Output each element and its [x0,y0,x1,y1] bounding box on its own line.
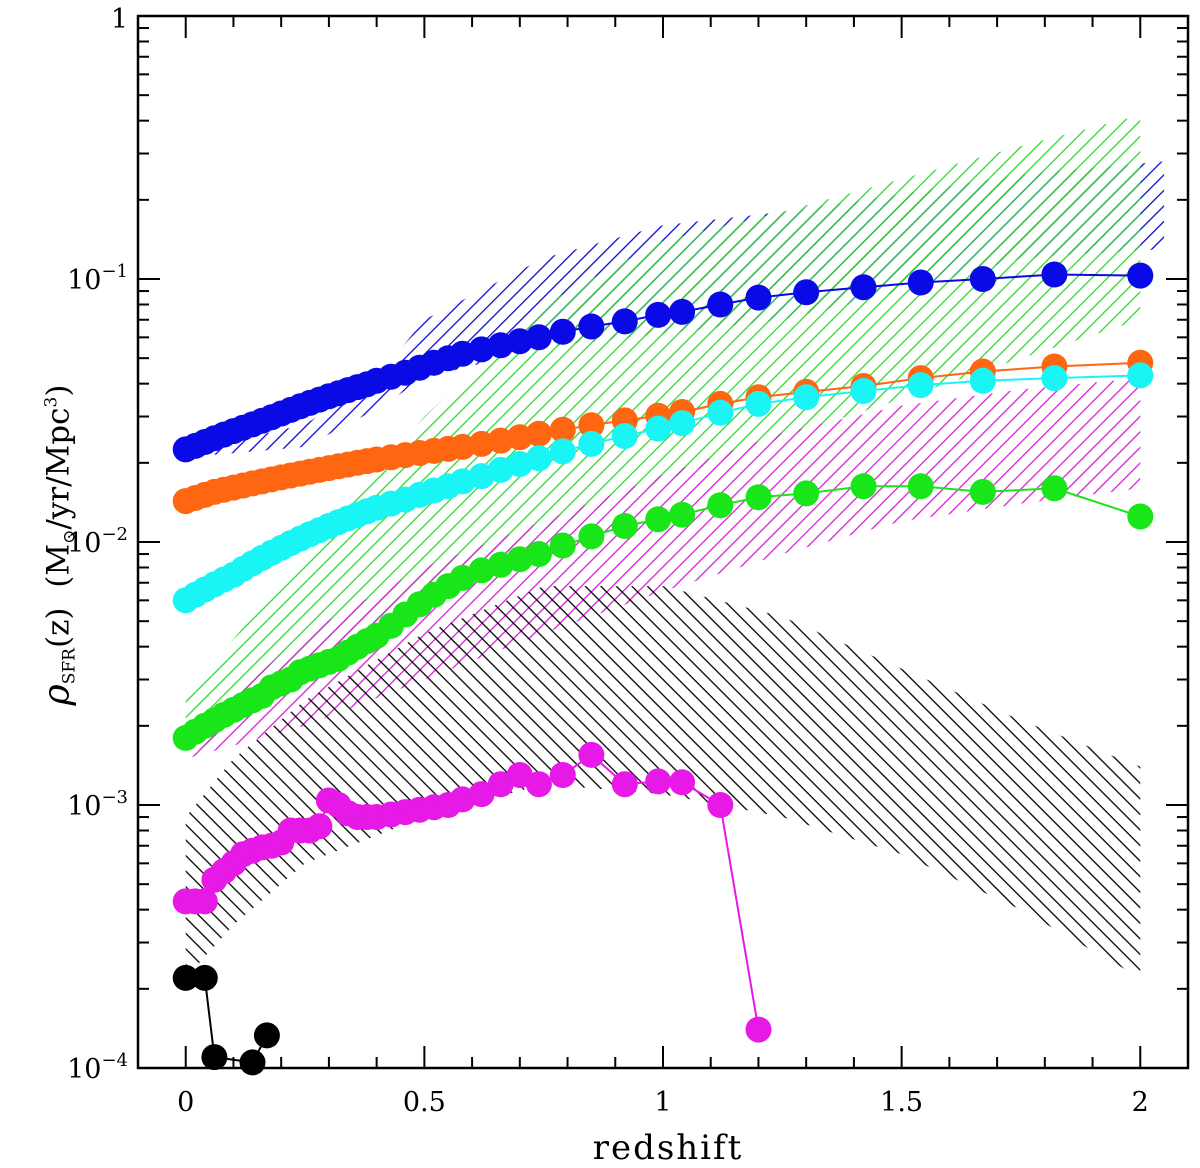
y-tick-label-0: 10−4 [67,1050,128,1085]
series-3-point-30 [525,541,552,567]
series-4-point-35 [669,769,696,796]
series-3-point-39 [850,473,877,500]
series-2-point-43 [1127,362,1154,389]
series-3-point-33 [611,513,638,539]
series-0-point-33 [611,308,638,335]
series-4-point-37 [745,1016,772,1043]
series-4-point-14 [306,813,333,840]
series-2-point-30 [525,445,552,472]
series-4-point-32 [578,741,605,768]
series-3-point-38 [793,480,820,507]
y-tick-label-2: 10−2 [67,524,128,559]
series-0-point-41 [969,266,996,292]
series-0-point-43 [1127,262,1154,289]
series-1-point-30 [525,420,552,447]
series-4-point-30 [525,771,552,798]
series-0-point-39 [850,274,877,301]
series-1-point-27 [468,430,495,457]
series-4-point-27 [468,781,495,808]
series-0 [172,261,1154,463]
series-2-point-36 [707,399,734,426]
series-3-point-35 [669,501,696,528]
series-3-point-37 [745,484,772,511]
series-0-point-38 [793,279,820,306]
series-3-point-31 [549,532,576,559]
series-0-point-34 [645,301,672,328]
series-4-point-34 [645,768,672,795]
series-4-point-33 [611,771,638,798]
series-5-point-4 [253,1022,280,1049]
series-2 [172,362,1154,614]
series-2-point-39 [850,378,877,404]
series-3-point-41 [969,478,996,505]
series-0-point-42 [1041,261,1068,288]
series-2-point-38 [793,384,820,411]
series-0-point-30 [525,324,552,351]
series-4-point-36 [707,792,734,818]
y-tick-label-4: 1 [111,4,128,35]
y-tick-label-1: 10−3 [67,787,128,822]
series-2-point-31 [549,438,576,465]
series-3 [172,473,1154,751]
series-0-point-36 [707,291,734,318]
series-1-point-31 [549,416,576,443]
shaded-bands [185,115,1165,978]
series-1-point-32 [578,412,605,439]
series-3-point-36 [707,492,734,519]
series-2-point-35 [669,410,696,437]
series-2-point-42 [1041,365,1068,392]
x-tick-label-1: 0.5 [403,1087,446,1118]
axis-tick-labels: 0 0.5 1 1.5 2 10−4 10−3 10−2 10−1 1 [67,4,1149,1118]
series-0-point-32 [578,313,605,340]
series-5 [172,964,280,1076]
series-3-point-42 [1041,475,1068,502]
y-tick-label-3: 10−1 [67,261,128,296]
series-0-point-37 [745,284,772,311]
series-0-point-35 [669,298,696,325]
x-tick-label-3: 1.5 [880,1087,923,1118]
series-2-point-37 [745,390,772,417]
axis-ticks [138,15,1189,1069]
series-0-point-40 [907,269,934,296]
series-2-point-32 [578,430,605,457]
x-axis-label: redshift [592,1128,744,1168]
data-series [172,261,1154,1076]
y-axis-label: ρSFR(z) (M⊙/yr/Mpc3) [36,384,80,706]
series-3-point-40 [907,473,934,500]
series-4 [172,741,772,1043]
series-5-point-3 [239,1049,266,1076]
series-2-point-33 [611,423,638,449]
series-5-point-2 [201,1044,228,1071]
x-tick-label-2: 1 [654,1087,671,1118]
x-tick-label-0: 0 [177,1087,194,1118]
series-2-point-34 [645,415,672,442]
series-3-point-43 [1127,503,1154,530]
series-0-point-31 [549,318,576,345]
series-3-point-32 [578,523,605,550]
series-5-point-1 [191,964,218,991]
series-2-point-41 [969,367,996,394]
series-4-point-2 [191,888,218,915]
series-4-point-31 [549,762,576,788]
x-tick-label-4: 2 [1132,1087,1149,1118]
series-5-point-0 [172,964,199,991]
series-1-point-26 [449,433,476,460]
series-2-point-40 [907,372,934,399]
series-3-point-34 [645,506,672,533]
